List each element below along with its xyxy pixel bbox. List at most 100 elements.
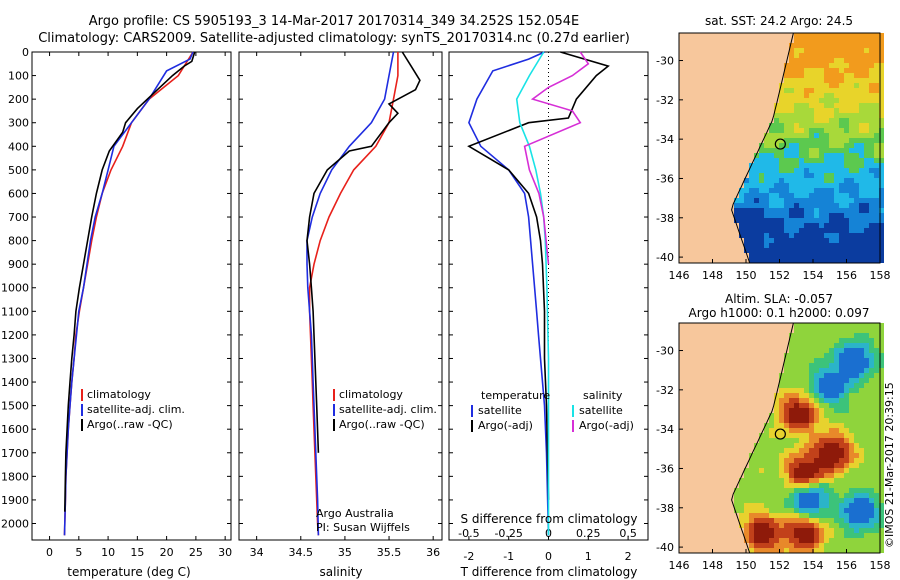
sla_map-cell [749,478,754,483]
sla_map-cell [879,443,884,448]
sst_map-cell [859,183,864,188]
sst_map-cell [849,238,854,243]
sst_map-cell [819,168,824,173]
sst_map-cell [874,198,879,203]
sla_map-cell [824,403,829,408]
sla_map-cell [794,523,799,528]
sla-map-title-1: Altim. SLA: -0.057 [725,292,833,306]
legend-salinity-title: salinity [583,389,623,402]
sst_map-xtick-label: 154 [803,269,824,282]
sla_map-cell [754,503,759,508]
sst_map-cell [759,228,764,233]
sst_map-cell [869,173,874,178]
sla_map-cell [879,518,884,523]
sla_map-cell [864,463,869,468]
sst_map-cell [764,173,769,178]
sst_map-cell [864,58,869,63]
sst_map-cell [774,153,779,158]
sst_map-cell [784,238,789,243]
sst_map-cell [789,73,794,78]
sla_map-cell [874,543,879,548]
sla_map-cell [804,523,809,528]
sla_map-cell [834,383,839,388]
sla_map-cell [864,393,869,398]
sla_map-cell [874,513,879,518]
sla_map-cell [784,433,789,438]
sla_map-cell [864,523,869,528]
sst_map-cell [844,73,849,78]
sla_map-cell [814,538,819,543]
sst_map-cell [874,153,879,158]
sst_map-cell [799,33,804,38]
sla_map-cell [809,413,814,418]
sla_map-cell [789,473,794,478]
sst_map-cell [759,193,764,198]
sla_map-cell [864,538,869,543]
sst_map-cell [794,183,799,188]
sst_map-cell [759,198,764,203]
sst_map-cell [769,188,774,193]
sst_map-cell [854,158,859,163]
sst_map-cell [804,193,809,198]
sst_map-cell [824,43,829,48]
sst_map-cell [749,178,754,183]
sst_map-xtick-label: 158 [870,269,891,282]
sst_map-cell [864,203,869,208]
sla_map-cell [794,463,799,468]
sla_map-cell [799,438,804,443]
sla_map-cell [809,383,814,388]
sla_map-cell [809,423,814,428]
sla_map-cell [854,348,859,353]
sla_map-cell [809,503,814,508]
sst_map-cell [804,233,809,238]
depth-tick-label: 1300 [1,352,29,365]
sla_map-cell [789,538,794,543]
sla_map-cell [834,463,839,468]
sst_map-cell [784,143,789,148]
sla_map-cell [829,468,834,473]
sla_map-cell [854,408,859,413]
sla_map-cell [829,438,834,443]
sla_map-cell [834,448,839,453]
sla_map-cell [744,533,749,538]
sst_map-cell [834,223,839,228]
sla_map-cell [829,398,834,403]
sst_map-cell [799,68,804,73]
sla_map-cell [879,363,884,368]
sla_map-cell [784,403,789,408]
sst_map-cell [859,143,864,148]
sst_map-cell [839,178,844,183]
sla_map-cell [819,548,824,553]
sla_map-cell [804,458,809,463]
sst_map-cell [849,168,854,173]
sla_map-cell [839,438,844,443]
sst_map-cell [784,188,789,193]
sla_map-cell [769,438,774,443]
sla_map-cell [794,393,799,398]
sst_map-cell [874,208,879,213]
sst_map-cell [829,78,834,83]
sst_map-cell [754,198,759,203]
sst_map-cell [759,213,764,218]
sst_map-cell [839,158,844,163]
sst_map-cell [794,208,799,213]
sla_map-cell [839,383,844,388]
sla_map-cell [834,433,839,438]
sla_map-cell [834,503,839,508]
sst_map-cell [819,123,824,128]
sla_map-cell [789,513,794,518]
sst_map-cell [834,98,839,103]
sla_map-cell [834,483,839,488]
sst_map-cell [829,48,834,53]
sst_map-cell [819,183,824,188]
sst_map-cell [839,133,844,138]
sst_map-cell [759,188,764,193]
sst_map-cell [814,173,819,178]
sla_map-cell [864,388,869,393]
sla_map-cell [819,458,824,463]
sla_map-cell [819,323,824,328]
sst_map-cell [769,218,774,223]
sst_map-cell [829,153,834,158]
sla_map-cell [849,523,854,528]
sst_map-cell [759,178,764,183]
